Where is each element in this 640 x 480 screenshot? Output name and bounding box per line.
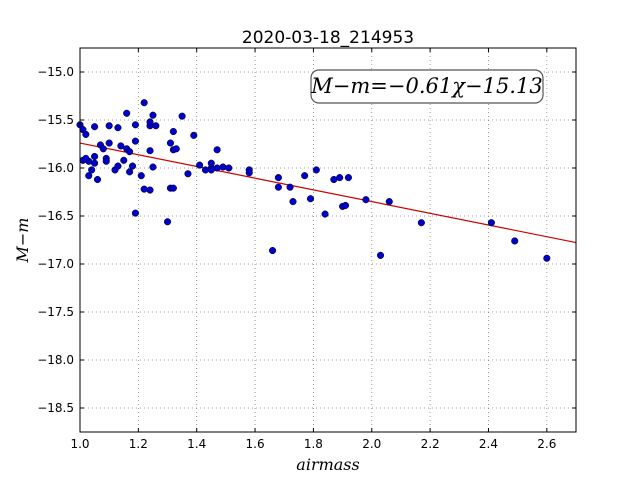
data-point: [93, 175, 102, 184]
data-point: [376, 251, 385, 259]
data-point: [245, 169, 253, 177]
data-point: [99, 145, 107, 153]
fit-line-layer: [79, 142, 577, 244]
fit-line: [79, 142, 577, 244]
data-point: [146, 118, 154, 126]
data-point: [344, 174, 352, 182]
data-point: [131, 137, 139, 145]
data-point: [274, 174, 282, 182]
data-point: [166, 139, 174, 147]
data-point: [362, 196, 370, 204]
data-point: [190, 131, 198, 139]
data-point: [543, 254, 551, 262]
x-tick-label: 1.4: [187, 437, 206, 451]
x-axis-label: airmass: [296, 455, 359, 474]
fit-equation-box: M−m=−0.61χ−15.13: [310, 69, 544, 104]
data-point: [341, 201, 350, 209]
data-point: [140, 99, 148, 107]
x-tick-label: 1.0: [70, 437, 89, 451]
data-point: [105, 139, 113, 147]
data-point: [487, 219, 495, 227]
data-points: [76, 99, 551, 262]
fit-equation-text: M−m=−0.61χ−15.13: [310, 74, 542, 98]
data-point: [137, 172, 145, 180]
y-tick-label: −17.5: [37, 305, 74, 319]
data-point: [131, 209, 139, 217]
data-point: [131, 121, 139, 129]
x-tick-label: 1.2: [129, 437, 148, 451]
data-point: [126, 168, 134, 176]
data-point: [172, 145, 180, 153]
data-point: [289, 198, 297, 206]
data-point: [82, 154, 90, 162]
data-point: [213, 146, 221, 154]
data-point: [169, 127, 177, 136]
data-point: [312, 166, 320, 174]
x-tick-label: 2.2: [421, 437, 440, 451]
data-point: [126, 148, 134, 156]
y-tick-label: −16.0: [37, 161, 74, 175]
data-point: [417, 219, 425, 227]
y-tick-label: −18.0: [37, 353, 74, 367]
data-point: [286, 183, 294, 191]
data-point: [88, 166, 96, 174]
data-point: [120, 156, 128, 164]
annotation-box: [310, 69, 544, 104]
data-point: [149, 111, 157, 119]
y-tick-label: −16.5: [37, 209, 74, 223]
data-point: [114, 124, 122, 132]
data-point: [184, 170, 192, 178]
data-point: [213, 164, 221, 172]
data-point: [301, 172, 309, 180]
y-axis-ticks: −15.0 −15.5 −16.0 −16.5 −17.0 −17.5 −18.0 −18.5: [37, 65, 576, 415]
data-point: [128, 162, 137, 170]
data-point: [146, 147, 154, 155]
data-point: [82, 130, 90, 138]
data-point: [219, 163, 227, 171]
data-point: [146, 186, 154, 194]
data-point: [163, 218, 172, 226]
x-tick-label: 2.4: [479, 437, 498, 451]
data-point: [152, 122, 160, 130]
data-point: [117, 142, 125, 150]
x-tick-label: 1.6: [246, 437, 265, 451]
data-point: [91, 159, 99, 167]
x-axis-ticks: 1.0 1.2 1.4 1.6 1.8 2.0 2.2 2.4 2.6: [70, 48, 556, 451]
y-axis-label: M−m: [13, 218, 32, 264]
data-point: [385, 198, 393, 206]
y-tick-label: −15.5: [37, 113, 74, 127]
y-tick-label: −18.5: [37, 401, 74, 415]
plot-area: [80, 48, 576, 432]
data-point: [196, 161, 204, 169]
data-point: [225, 164, 233, 172]
y-tick-label: −17.0: [37, 257, 74, 271]
x-tick-label: 2.0: [362, 437, 381, 451]
x-tick-label: 2.6: [537, 437, 556, 451]
data-point: [102, 157, 110, 165]
x-tick-label: 1.8: [304, 437, 323, 451]
data-point: [91, 152, 99, 161]
data-point: [169, 184, 177, 192]
data-point: [336, 174, 344, 182]
data-point: [123, 109, 131, 117]
plot-frame: [79, 47, 577, 433]
data-point: [140, 185, 148, 193]
data-point: [321, 210, 329, 218]
data-point: [149, 163, 157, 171]
data-point: [91, 123, 99, 131]
data-point: [105, 122, 113, 130]
data-point: [306, 195, 315, 203]
data-point: [85, 172, 93, 180]
data-point: [178, 112, 186, 120]
chart-title: 2020-03-18_214953: [242, 28, 414, 48]
data-point: [114, 162, 122, 170]
data-point: [269, 247, 277, 255]
data-point: [511, 237, 519, 245]
data-point: [274, 183, 282, 191]
y-tick-label: −15.0: [37, 65, 74, 79]
